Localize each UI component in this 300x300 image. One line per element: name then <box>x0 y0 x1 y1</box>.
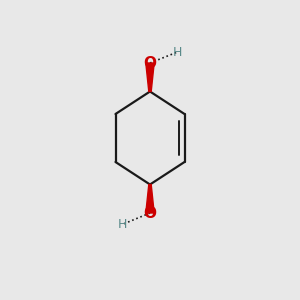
Polygon shape <box>146 184 154 213</box>
Text: O: O <box>143 206 157 220</box>
Text: H: H <box>118 218 127 231</box>
Polygon shape <box>146 63 154 92</box>
Text: H: H <box>172 46 182 59</box>
Text: O: O <box>143 56 157 70</box>
